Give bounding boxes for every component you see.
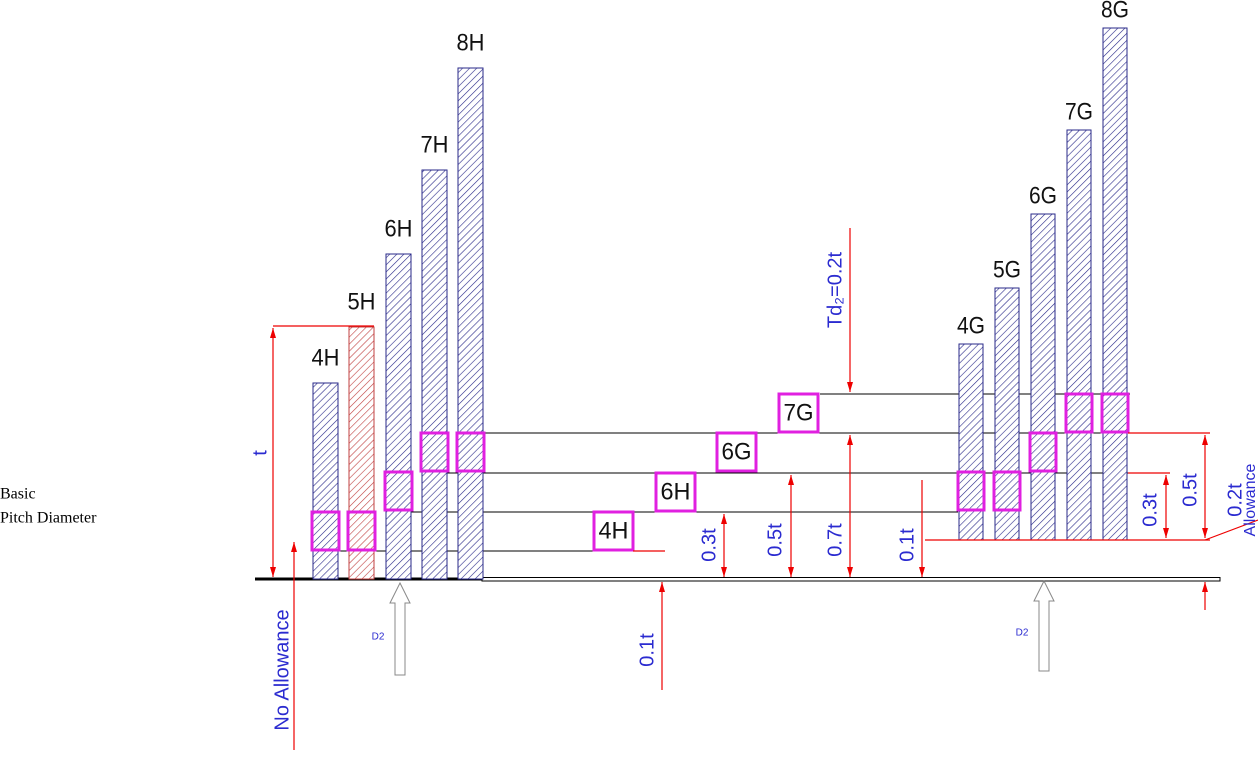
tolerance-box [777,392,820,434]
tolerance-box [346,510,377,552]
dim-label: No Allowance [271,609,293,730]
tolerance-box [715,431,758,473]
dim-label: 0.3t [1139,493,1161,527]
tolerance-box [1028,431,1058,473]
tolerance-box [956,470,986,512]
side-label: Basic [0,486,36,503]
dim-label: 0.2t [1224,483,1246,517]
tolerance-box [383,470,414,512]
bar-label: 8H [457,29,485,56]
bar [348,326,375,580]
d2-arrow [389,581,411,676]
dim-label: Td₂=0.2t [824,251,846,328]
bar [457,67,484,580]
d2-label: D2 [1016,628,1029,639]
bar-label: 5G [993,256,1021,283]
d2-arrow [1033,579,1055,672]
bar-label: 6H [385,215,413,242]
bar-label: 4G [957,312,985,339]
tolerance-box [592,510,635,552]
dim-label: Allowance [1242,463,1258,536]
bar [1102,27,1128,541]
bar [958,343,984,541]
tolerance-box [310,510,341,552]
box-label: 4H [599,517,629,544]
tolerance-box [419,431,450,473]
tolerance-box [1064,392,1094,434]
dim-label: 0.1t [896,528,918,562]
dimension-lines [270,228,1258,750]
dim-label: 0.5t [764,523,786,557]
bar [1066,129,1092,541]
tolerance-box [992,470,1022,512]
d2-label: D2 [372,632,385,643]
bar-label: 4H [312,344,340,371]
bar-label: 6G [1029,182,1057,209]
baseline [481,577,1221,582]
bar [994,287,1020,541]
dim-label: 0.7t [824,523,846,557]
tolerance-box [455,431,486,473]
bar [385,253,412,580]
tolerance-box [1100,392,1130,434]
box-label: 6H [661,478,691,505]
dim-label: 0.1t [636,633,658,667]
bar-label: 7H [421,131,449,158]
dim-label: 0.5t [1179,473,1201,507]
bar-label: 8G [1101,0,1129,23]
bar [312,382,339,580]
dim-label: t [249,450,271,456]
tolerance-box [654,471,697,513]
bar-label: 7G [1065,98,1093,125]
bar [1030,213,1056,541]
bar [421,169,448,580]
box-label: 7G [784,399,814,426]
side-label: Pitch Diameter [0,510,97,527]
bar-label: 5H [348,288,376,315]
dim-label: 0.3t [698,528,720,562]
box-label: 6G [722,438,752,465]
